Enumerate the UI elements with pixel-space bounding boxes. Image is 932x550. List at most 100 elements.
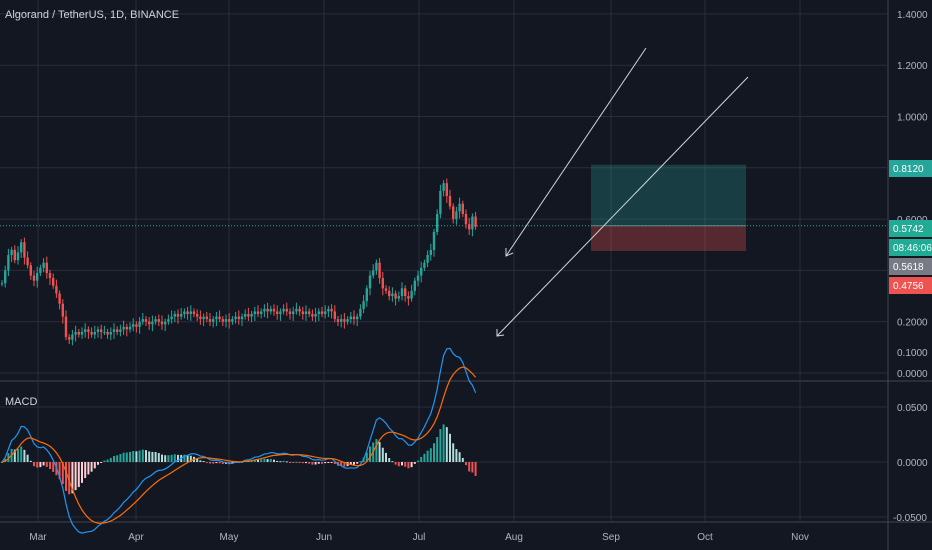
candle-body [416,275,420,281]
macd-histogram-bar [474,462,477,476]
candle-body [247,314,250,317]
candle-body [253,311,256,315]
candle-body [266,308,269,312]
macd-histogram-bar [420,456,423,462]
candle-body [464,213,468,225]
macd-histogram-bar [183,454,186,462]
candle-body [52,278,55,286]
macd-histogram-bar [343,462,346,467]
macd-histogram-bar [157,453,160,462]
candle-body [183,311,186,315]
candle-body [378,262,381,279]
macd-histogram-bar [170,454,173,462]
macd-label: MACD [5,396,38,408]
candle-body [109,331,112,335]
candle-body [170,316,173,320]
candle-body [260,311,263,315]
candle-body [180,314,183,317]
symbol-title[interactable]: Algorand / TetherUS, 1D, BINANCE [5,9,180,21]
macd-histogram-bar [439,429,442,462]
macd-histogram-bar [388,458,391,462]
candle-body [80,331,84,335]
candle-body [445,183,448,197]
candle-body [167,319,170,322]
candle-body [125,326,128,330]
price-tag [889,239,932,256]
candle-body [100,329,103,332]
macd-histogram-bar [298,462,301,463]
macd-histogram-bar [461,457,464,462]
candle-body [282,308,285,312]
candle-body [122,326,125,330]
time-tick-label: Apr [128,532,144,543]
macd-histogram-bar [449,433,451,462]
macd-histogram-bar [154,452,157,462]
candle-body [16,252,20,261]
candle-body [112,329,116,332]
time-tick-label: Nov [791,532,809,543]
macd-histogram-bar [327,462,330,463]
macd-histogram-bar [305,462,307,464]
macd-histogram-bar [129,451,131,462]
macd-histogram-bar [145,450,147,462]
candle-body [13,249,16,261]
lower-trendline [496,76,749,337]
candle-body [7,255,10,271]
macd-histogram-bar [209,462,211,464]
candle-body [471,216,474,230]
price-tick-label: 1.2000 [897,61,928,72]
trend-drawings[interactable] [496,47,749,337]
time-tick-label: Mar [29,532,47,543]
time-tick-label: May [220,532,239,543]
macd-histogram-bar [269,458,272,462]
macd-histogram-bar [161,454,163,462]
long-position-tool[interactable] [0,164,888,252]
candle-body [202,316,205,320]
candle-body [240,316,244,320]
macd-histogram-bar [404,462,407,467]
candle-body [160,321,164,325]
candle-body [458,203,461,212]
candle-body [426,255,429,263]
macd-histogram-bar [84,462,87,479]
candle-body [301,311,304,315]
candle-body [10,249,13,256]
macd-pane [1,347,477,534]
candle-body [215,316,218,320]
candle-body [365,288,368,302]
macd-histogram-bar [90,462,93,472]
candle-body [269,308,272,312]
candle-body [461,203,464,214]
candle-body [148,321,151,325]
candle-body [391,293,394,297]
candle-body [93,331,96,335]
candle-body [327,308,330,312]
candle-body [87,329,90,332]
candle-body [474,216,477,227]
macd-histogram-bar [385,452,387,462]
candle-body [439,190,442,214]
macd-histogram-bar [173,454,176,462]
price-tag-label: 0.5618 [893,262,924,273]
candle-body [375,262,378,271]
macd-histogram-bar [445,427,448,462]
macd-histogram-bar [109,457,112,462]
candle-body [26,257,29,266]
candle-body [208,319,212,322]
candle-body [106,331,109,335]
macd-histogram-bar [285,461,288,463]
macd-histogram-bar [17,448,19,462]
macd-histogram-bar [113,456,115,462]
macd-histogram-bar [87,462,90,475]
macd-histogram-bar [33,462,35,467]
candle-body [192,311,196,315]
macd-histogram-bar [458,452,461,462]
candle-body [400,288,404,297]
macd-histogram-bar [116,455,119,462]
candle-body [199,316,202,320]
macd-histogram-bar [189,455,192,462]
macd-histogram-bar [151,451,154,462]
macd-histogram-bar [471,462,474,473]
